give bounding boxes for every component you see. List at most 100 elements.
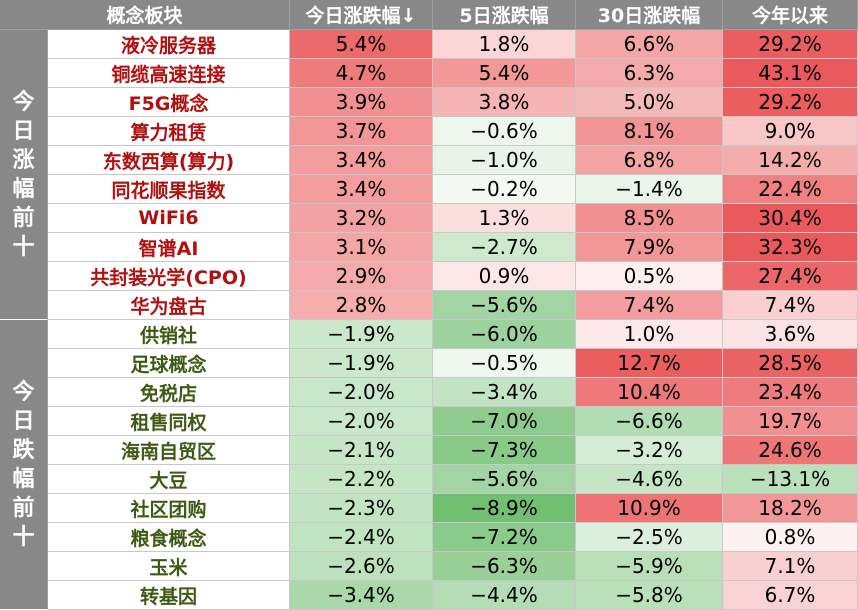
- sector-name[interactable]: WiFi6: [48, 204, 290, 233]
- today-change-cell: −2.4%: [290, 523, 433, 552]
- 5day-change-cell: −5.6%: [433, 291, 576, 320]
- sector-name[interactable]: 东数西算(算力): [48, 146, 290, 175]
- ytd-change-cell: 22.4%: [723, 175, 858, 204]
- ytd-change-cell: 3.6%: [723, 320, 858, 349]
- sector-name[interactable]: 玉米: [48, 552, 290, 581]
- 30day-change-cell: 0.5%: [576, 262, 723, 291]
- today-change-cell: −2.3%: [290, 494, 433, 523]
- 30day-change-cell: 8.1%: [576, 117, 723, 146]
- 30day-change-cell: −2.5%: [576, 523, 723, 552]
- sector-name[interactable]: 供销社: [48, 320, 290, 349]
- ytd-change-cell: 19.7%: [723, 407, 858, 436]
- sector-name[interactable]: 大豆: [48, 465, 290, 494]
- sector-name[interactable]: 智谱AI: [48, 233, 290, 262]
- 30day-change-cell: 6.6%: [576, 30, 723, 59]
- ytd-change-cell: 9.0%: [723, 117, 858, 146]
- sector-name[interactable]: 同花顺果指数: [48, 175, 290, 204]
- 5day-change-cell: −0.2%: [433, 175, 576, 204]
- 30day-change-cell: 10.4%: [576, 378, 723, 407]
- ytd-change-cell: 29.2%: [723, 30, 858, 59]
- ytd-change-cell: 14.2%: [723, 146, 858, 175]
- header-sector[interactable]: 概念板块: [0, 0, 290, 30]
- ytd-change-cell: 7.4%: [723, 291, 858, 320]
- 5day-change-cell: −6.0%: [433, 320, 576, 349]
- 30day-change-cell: −4.6%: [576, 465, 723, 494]
- 30day-change-cell: 6.3%: [576, 59, 723, 88]
- ytd-change-cell: 29.2%: [723, 88, 858, 117]
- ytd-change-cell: 0.8%: [723, 523, 858, 552]
- 5day-change-cell: 0.9%: [433, 262, 576, 291]
- today-change-cell: 3.4%: [290, 175, 433, 204]
- 5day-change-cell: −7.2%: [433, 523, 576, 552]
- sector-name[interactable]: F5G概念: [48, 88, 290, 117]
- sector-name[interactable]: 液冷服务器: [48, 30, 290, 59]
- sector-name[interactable]: 租售同权: [48, 407, 290, 436]
- header-30day-change[interactable]: 30日涨跌幅: [576, 0, 723, 30]
- ytd-change-cell: 28.5%: [723, 349, 858, 378]
- sector-name[interactable]: 海南自贸区: [48, 436, 290, 465]
- ytd-change-cell: 7.1%: [723, 552, 858, 581]
- today-change-cell: −1.9%: [290, 320, 433, 349]
- sector-name[interactable]: 转基因: [48, 581, 290, 610]
- 5day-change-cell: 1.3%: [433, 204, 576, 233]
- today-change-cell: 2.8%: [290, 291, 433, 320]
- 30day-change-cell: 6.8%: [576, 146, 723, 175]
- ytd-change-cell: −13.1%: [723, 465, 858, 494]
- sector-name[interactable]: 足球概念: [48, 349, 290, 378]
- 30day-change-cell: 7.4%: [576, 291, 723, 320]
- 30day-change-cell: 7.9%: [576, 233, 723, 262]
- 5day-change-cell: −6.3%: [433, 552, 576, 581]
- 5day-change-cell: 3.8%: [433, 88, 576, 117]
- group-label-top-gainers: 今日涨幅前十: [0, 30, 48, 320]
- 30day-change-cell: 12.7%: [576, 349, 723, 378]
- 30day-change-cell: −3.2%: [576, 436, 723, 465]
- 5day-change-cell: −7.0%: [433, 407, 576, 436]
- sector-name[interactable]: 算力租赁: [48, 117, 290, 146]
- 30day-change-cell: −5.8%: [576, 581, 723, 610]
- header-ytd-change[interactable]: 今年以来: [723, 0, 858, 30]
- sector-name[interactable]: 社区团购: [48, 494, 290, 523]
- sector-name[interactable]: 华为盘古: [48, 291, 290, 320]
- today-change-cell: −2.6%: [290, 552, 433, 581]
- today-change-cell: −2.2%: [290, 465, 433, 494]
- today-change-cell: −2.1%: [290, 436, 433, 465]
- sector-name[interactable]: 免税店: [48, 378, 290, 407]
- today-change-cell: −3.4%: [290, 581, 433, 610]
- 5day-change-cell: 1.8%: [433, 30, 576, 59]
- sector-name[interactable]: 铜缆高速连接: [48, 59, 290, 88]
- ytd-change-cell: 24.6%: [723, 436, 858, 465]
- 30day-change-cell: 1.0%: [576, 320, 723, 349]
- 5day-change-cell: −2.7%: [433, 233, 576, 262]
- today-change-cell: 3.1%: [290, 233, 433, 262]
- today-change-cell: 3.9%: [290, 88, 433, 117]
- 5day-change-cell: 5.4%: [433, 59, 576, 88]
- 5day-change-cell: −8.9%: [433, 494, 576, 523]
- today-change-cell: −1.9%: [290, 349, 433, 378]
- ytd-change-cell: 43.1%: [723, 59, 858, 88]
- ytd-change-cell: 6.7%: [723, 581, 858, 610]
- today-change-cell: 3.4%: [290, 146, 433, 175]
- today-change-cell: 2.9%: [290, 262, 433, 291]
- sector-name[interactable]: 粮食概念: [48, 523, 290, 552]
- 30day-change-cell: −5.9%: [576, 552, 723, 581]
- 5day-change-cell: −0.6%: [433, 117, 576, 146]
- 30day-change-cell: −6.6%: [576, 407, 723, 436]
- sector-name[interactable]: 共封装光学(CPO): [48, 262, 290, 291]
- 5day-change-cell: −5.6%: [433, 465, 576, 494]
- today-change-cell: 5.4%: [290, 30, 433, 59]
- 30day-change-cell: 5.0%: [576, 88, 723, 117]
- 5day-change-cell: −3.4%: [433, 378, 576, 407]
- ytd-change-cell: 23.4%: [723, 378, 858, 407]
- header-today-change[interactable]: 今日涨跌幅↓: [290, 0, 433, 30]
- 30day-change-cell: 10.9%: [576, 494, 723, 523]
- ytd-change-cell: 18.2%: [723, 494, 858, 523]
- header-5day-change[interactable]: 5日涨跌幅: [433, 0, 576, 30]
- 5day-change-cell: −1.0%: [433, 146, 576, 175]
- ytd-change-cell: 27.4%: [723, 262, 858, 291]
- today-change-cell: −2.0%: [290, 407, 433, 436]
- 30day-change-cell: −1.4%: [576, 175, 723, 204]
- today-change-cell: 3.2%: [290, 204, 433, 233]
- ytd-change-cell: 32.3%: [723, 233, 858, 262]
- 5day-change-cell: −7.3%: [433, 436, 576, 465]
